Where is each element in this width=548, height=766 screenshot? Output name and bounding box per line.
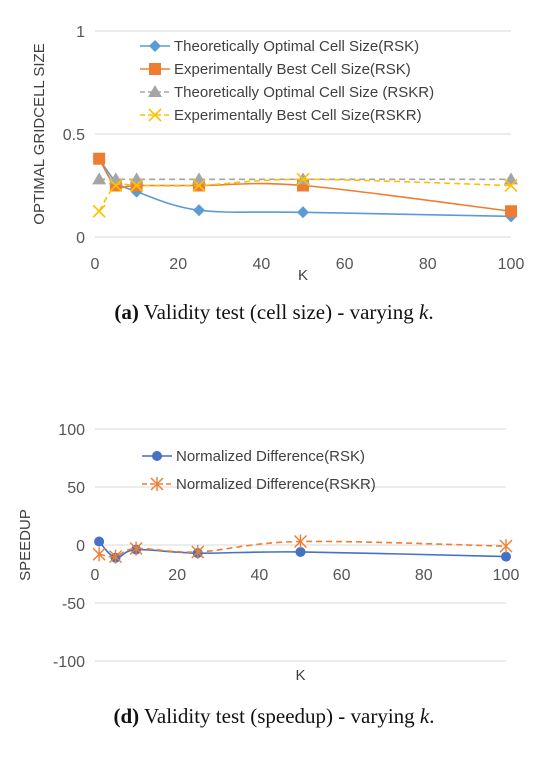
chart-a-data-point [93,152,106,165]
chart-a-series-1 [93,152,517,218]
chart-a-data-point [504,178,518,193]
caption-a: (a) Validity test (cell size) - varying … [0,300,548,325]
chart-a-data-point-stroke-2 [130,178,144,193]
chart-a-data-point [193,204,205,217]
chart-a-data-point [296,172,310,186]
chart-panel-a: 0 0.5 1 0 20 40 60 80 100 K OPTIMAL GRIDCELL SIZE T… [0,0,548,340]
chart-d-ytick-label: -100 [53,654,85,671]
caption-d-end: . [429,704,435,728]
chart-a-data-point [108,172,123,185]
chart-a-legend-item: Experimentally Best Cell Size(RSKR) [140,107,422,124]
chart-a-data-point [192,178,206,193]
chart-d-xtick-label: 20 [168,567,186,584]
caption-a-text: Validity test (cell size) - varying [143,300,420,324]
chart-d-ytick-label: 0 [76,538,85,555]
chart-a-y-axis-title: OPTIMAL GRIDCELL SIZE [31,43,48,224]
chart-d-data-point [94,536,105,547]
chart-a-data-point [505,205,517,218]
chart-a-data-point [92,172,107,185]
chart-a-legend-item: Theoretically Optimal Cell Size (RSKR) [140,84,434,101]
chart-d-data-point [499,539,513,554]
chart-a-data-point-stroke-2 [109,178,123,193]
chart-a-data-point-stroke-2 [92,204,106,218]
chart-a-data-point [192,172,206,185]
caption-d-var: k [419,704,430,728]
chart-a-xtick-label: 80 [419,256,437,273]
caption-a-var: k [419,300,429,324]
chart-d-xtick-label: 80 [415,567,433,584]
chart-d-data-point [295,546,306,557]
chart-d-data-point [191,544,205,559]
caption-a-end: . [428,300,434,324]
chart-a-legend-marker [149,40,161,52]
chart-d-legend-item: Normalized Difference(RSK) [142,448,365,465]
chart-a-data-point [504,172,518,185]
chart-a-legend-label: Theoretically Optimal Cell Size(RSK) [174,38,419,55]
chart-a-data-point-stroke-2 [504,178,518,193]
chart-a-data-point-stroke-2 [192,178,206,193]
chart-d-series-1 [92,534,513,564]
caption-d: (d) Validity test (speedup) - varying k. [0,704,548,729]
chart-a-legend-marker-stroke-2 [148,108,162,122]
chart-d-xtick-label: 40 [251,567,269,584]
chart-panel-d: 100 50 0 -50 -100 0 20 40 60 80 100 K SPEEDUP Normali… [0,400,548,766]
chart-d-legend-item: Normalized Difference(RSKR) [142,476,376,493]
chart-a-xtick-label: 20 [169,256,187,273]
chart-d-xtick-label: 0 [91,567,100,584]
caption-d-label: (d) [113,704,140,728]
chart-d-y-axis-title: SPEEDUP [17,509,34,581]
chart-d-legend-label: Normalized Difference(RSKR) [176,476,376,493]
chart-a-data-point [109,178,123,193]
chart-a-x-axis-title: K [298,267,308,284]
chart-d-xtick-label: 100 [493,567,520,584]
chart-d-legend-label: Normalized Difference(RSK) [176,448,365,465]
chart-a-series-3 [92,172,518,218]
chart-a-data-point [92,204,106,218]
chart-a-legend-marker [149,63,161,75]
chart-d-svg: 100 50 0 -50 -100 0 20 40 60 80 100 K SPEEDUP Normali… [17,422,520,684]
chart-a-legend-item: Experimentally Best Cell Size(RSK) [140,61,411,78]
chart-d-ytick-label: -50 [62,596,85,613]
caption-d-text: Validity test (speedup) - varying [144,704,420,728]
chart-a-ytick-label: 0 [76,230,85,247]
chart-d-x-axis-title: K [295,667,305,684]
chart-d-data-point [129,541,143,556]
chart-a-xtick-label: 100 [498,256,525,273]
chart-d-data-point [501,551,511,562]
chart-a-ytick-label: 0.5 [63,127,85,144]
chart-d-legend-marker [150,477,164,491]
chart-a-legend-marker [148,108,162,122]
chart-d-xtick-label: 60 [333,567,351,584]
chart-d-data-point [294,534,307,549]
chart-a-data-point [130,178,144,193]
chart-a-data-point-stroke-2 [296,172,310,186]
chart-d-data-point [109,549,123,564]
chart-d-ytick-label: 100 [58,422,85,439]
chart-a-legend-marker [148,85,162,97]
chart-a-legend-label: Experimentally Best Cell Size(RSK) [174,61,411,78]
chart-a-legend-label: Experimentally Best Cell Size(RSKR) [174,107,422,124]
chart-d-ytick-label: 50 [67,480,85,497]
chart-a-xtick-label: 0 [91,256,100,273]
chart-d-data-point [92,547,106,562]
caption-a-label: (a) [114,300,139,324]
chart-d-legend-marker [152,451,162,461]
chart-a-xtick-label: 60 [336,256,354,273]
chart-a-data-point [129,172,144,185]
chart-a-legend-label: Theoretically Optimal Cell Size (RSKR) [174,84,434,101]
chart-a-ytick-label: 1 [76,24,85,41]
chart-a-data-point [297,206,309,219]
chart-a-legend-item: Theoretically Optimal Cell Size(RSK) [140,38,419,55]
chart-a-svg: 0 0.5 1 0 20 40 60 80 100 K OPTIMAL GRIDCELL SIZE T… [31,24,525,284]
chart-a-xtick-label: 40 [253,256,271,273]
